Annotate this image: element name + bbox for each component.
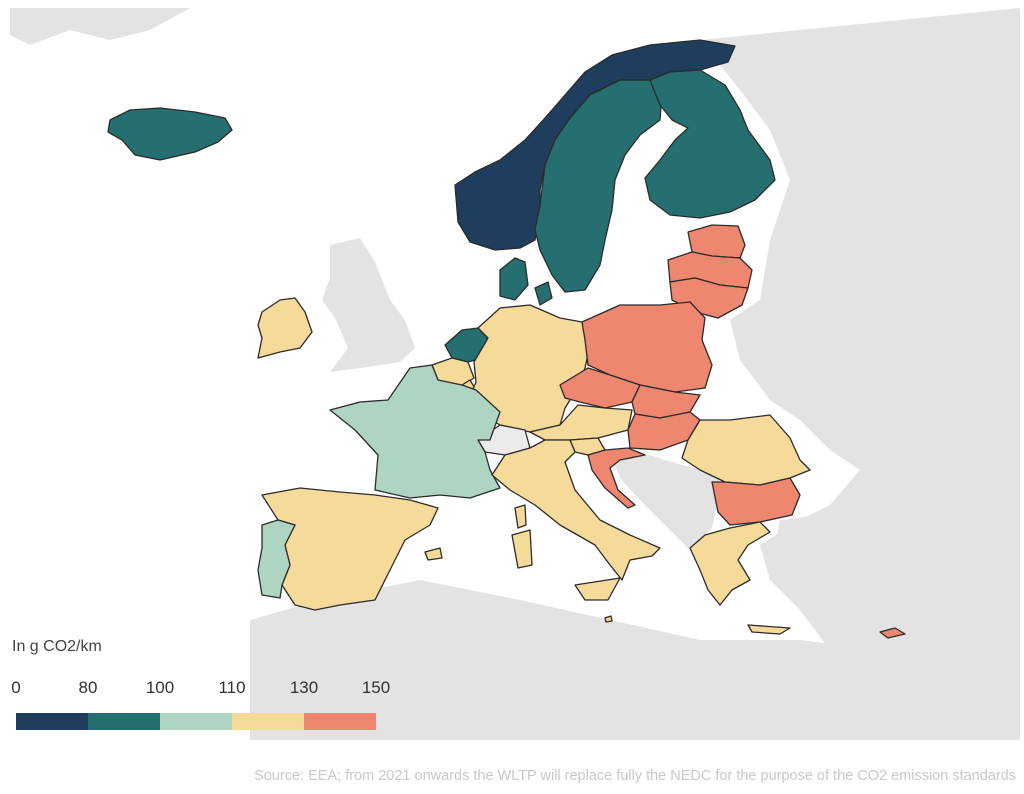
- legend-swatch-0-80: [16, 713, 88, 730]
- map-svg: [10, 8, 1020, 740]
- country-croatia[interactable]: [587, 447, 646, 509]
- country-denmark[interactable]: [499, 257, 553, 306]
- country-germany[interactable]: [469, 304, 591, 433]
- europe-map: [10, 8, 1020, 740]
- country-cyprus[interactable]: [879, 627, 906, 639]
- land-russia-east: [700, 8, 1020, 740]
- legend-swatch-130-150: [304, 713, 376, 730]
- legend-tick-130: 130: [289, 678, 319, 697]
- legend-color-bar: [16, 713, 376, 730]
- countries: [107, 39, 906, 639]
- legend-swatch-110-130: [232, 713, 304, 730]
- background-land: [10, 8, 1020, 740]
- country-greece[interactable]: [689, 521, 791, 635]
- legend-swatch-80-100: [88, 713, 160, 730]
- land-north-africa: [250, 580, 940, 740]
- country-bulgaria[interactable]: [711, 477, 801, 526]
- country-france[interactable]: [329, 364, 501, 499]
- land-uk: [322, 238, 415, 372]
- country-italy[interactable]: [491, 439, 661, 601]
- legend-swatch-100-110: [160, 713, 232, 730]
- country-portugal[interactable]: [257, 519, 296, 599]
- source-note: Source: EEA; from 2021 onwards the WLTP …: [254, 768, 1016, 784]
- country-romania[interactable]: [681, 414, 811, 486]
- legend-title: In g CO2/km: [12, 638, 102, 655]
- legend-tick-100: 100: [145, 678, 175, 697]
- country-iceland[interactable]: [107, 107, 233, 161]
- country-ireland[interactable]: [257, 297, 313, 359]
- country-malta[interactable]: [604, 615, 613, 623]
- country-sweden[interactable]: [534, 79, 663, 293]
- legend-tick-80: 80: [78, 678, 98, 697]
- legend-tick-150: 150: [361, 678, 391, 697]
- land-balkans: [610, 452, 720, 550]
- country-poland[interactable]: [581, 301, 713, 393]
- legend-tick-110: 110: [218, 678, 246, 697]
- land-turkey: [775, 510, 1020, 620]
- country-spain[interactable]: [261, 487, 443, 611]
- color-legend: In g CO2/km 0 80 100 110 130 150: [11, 636, 392, 736]
- country-finland[interactable]: [644, 69, 776, 219]
- land-greenland-edge: [10, 8, 190, 45]
- legend-tick-0: 0: [11, 678, 21, 697]
